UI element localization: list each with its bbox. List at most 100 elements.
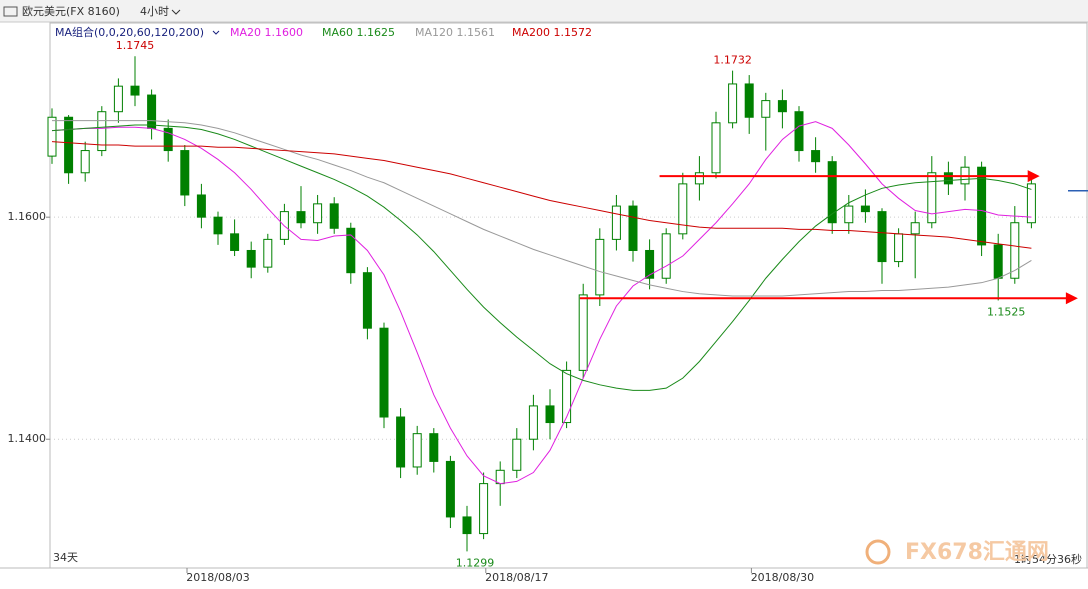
legend-value: 1.1561	[457, 26, 496, 39]
candle-body	[744, 83, 754, 118]
candle-body	[47, 116, 57, 157]
extreme-label: 1.1745	[116, 39, 155, 52]
candle-body	[927, 172, 937, 224]
candle-body	[412, 433, 422, 468]
legend-entry: MA20 1.1600	[230, 26, 303, 39]
candle-body	[462, 516, 472, 535]
candle-body	[877, 211, 887, 263]
x-tick-label: 2018/08/17	[485, 571, 548, 584]
ma-group-label[interactable]: MA组合(0,0,20,60,120,200)	[55, 25, 204, 39]
candle-body	[993, 244, 1003, 279]
candle-body	[495, 469, 505, 485]
legend-value: 1.1572	[554, 26, 593, 39]
candle-body	[1010, 222, 1020, 279]
candle-body	[728, 83, 738, 124]
legend-name: MA20	[230, 26, 261, 39]
symbol-title: 欧元美元(FX 8160)	[22, 5, 120, 18]
ma-caret[interactable]	[212, 30, 220, 35]
candle-body	[180, 150, 190, 196]
ma-line	[51, 121, 1032, 485]
candle-body	[429, 433, 439, 462]
watermark-logo	[865, 539, 891, 565]
y-tick-label: 1.1600	[8, 210, 47, 223]
candle-body	[362, 272, 372, 329]
candle-body	[628, 205, 638, 251]
extreme-label: 1.1299	[456, 556, 495, 569]
legend-name: MA120	[415, 26, 453, 39]
candle-body	[512, 438, 522, 471]
legend-value: 1.1600	[265, 26, 304, 39]
candle-body	[678, 183, 688, 235]
candle-body	[694, 172, 704, 185]
candle-body	[578, 294, 588, 371]
candle-body	[661, 233, 671, 279]
period[interactable]: 4小时	[140, 5, 169, 18]
candle-body	[396, 416, 406, 468]
candle-body	[346, 227, 356, 274]
x-tick-label: 2018/08/03	[186, 571, 249, 584]
candle-body	[943, 172, 953, 185]
watermark: FX678汇通网	[905, 540, 1049, 565]
candle-body	[213, 216, 223, 235]
legend-name: MA200	[512, 26, 550, 39]
candle-body	[777, 100, 787, 113]
plot: 1.1600 1.1400 2018/08/03 2018/08/17 2018/08/…	[8, 39, 1087, 584]
extreme-label: 1.1525	[987, 305, 1026, 318]
candle-body	[645, 249, 655, 279]
ma-line	[51, 124, 1032, 391]
candle-body	[794, 111, 804, 152]
candle-body	[844, 205, 854, 224]
candle-body	[113, 85, 123, 113]
candle-body	[910, 222, 920, 235]
x-tick-label: 2018/08/30	[751, 571, 814, 584]
toolbar	[0, 0, 1088, 22]
legend-entry: MA200 1.1572	[512, 26, 592, 39]
ma-line	[52, 120, 1032, 297]
candle-body	[611, 205, 621, 240]
extreme-label: 1.1732	[713, 54, 752, 67]
candle-body	[894, 233, 904, 263]
candle-body	[445, 460, 455, 518]
candle-body	[528, 405, 538, 440]
candle-body	[595, 238, 605, 296]
candle-body	[811, 150, 821, 163]
candle-body	[562, 369, 572, 424]
candle-body	[80, 150, 90, 174]
candle-body	[479, 483, 489, 535]
toolbar-icon[interactable]	[3, 6, 18, 17]
legend-entry: MA120 1.1561	[415, 26, 495, 39]
level-arrow	[1027, 170, 1040, 183]
candle-body	[860, 205, 870, 213]
candle-body	[1026, 183, 1036, 224]
candle-body	[163, 127, 173, 152]
candle-body	[263, 238, 273, 268]
legend-entry: MA60 1.1625	[322, 26, 395, 39]
candle-body	[230, 233, 240, 251]
period-caret[interactable]	[171, 9, 181, 15]
candle-body	[130, 85, 140, 96]
level-arrow	[1065, 292, 1078, 305]
legend-name: MA60	[322, 26, 353, 39]
candle-body	[545, 405, 555, 424]
candle-body	[379, 327, 389, 418]
candle-body	[97, 111, 107, 152]
candle-body	[827, 161, 837, 224]
countdown: 1时54分36秒	[1014, 552, 1082, 566]
candle-body	[296, 211, 306, 224]
candle-body	[329, 203, 339, 229]
candle-body	[761, 100, 771, 118]
candle-body	[196, 194, 206, 218]
candle-body	[977, 166, 987, 246]
candle-body	[246, 249, 256, 268]
price-marker	[1068, 190, 1088, 192]
corner-label: 34天	[53, 551, 78, 564]
candle-body	[64, 116, 74, 174]
candle-body	[711, 122, 721, 174]
candle-body	[313, 203, 323, 224]
legend-value: 1.1625	[357, 26, 396, 39]
candle-body	[147, 94, 157, 129]
ma-line	[51, 141, 1032, 249]
